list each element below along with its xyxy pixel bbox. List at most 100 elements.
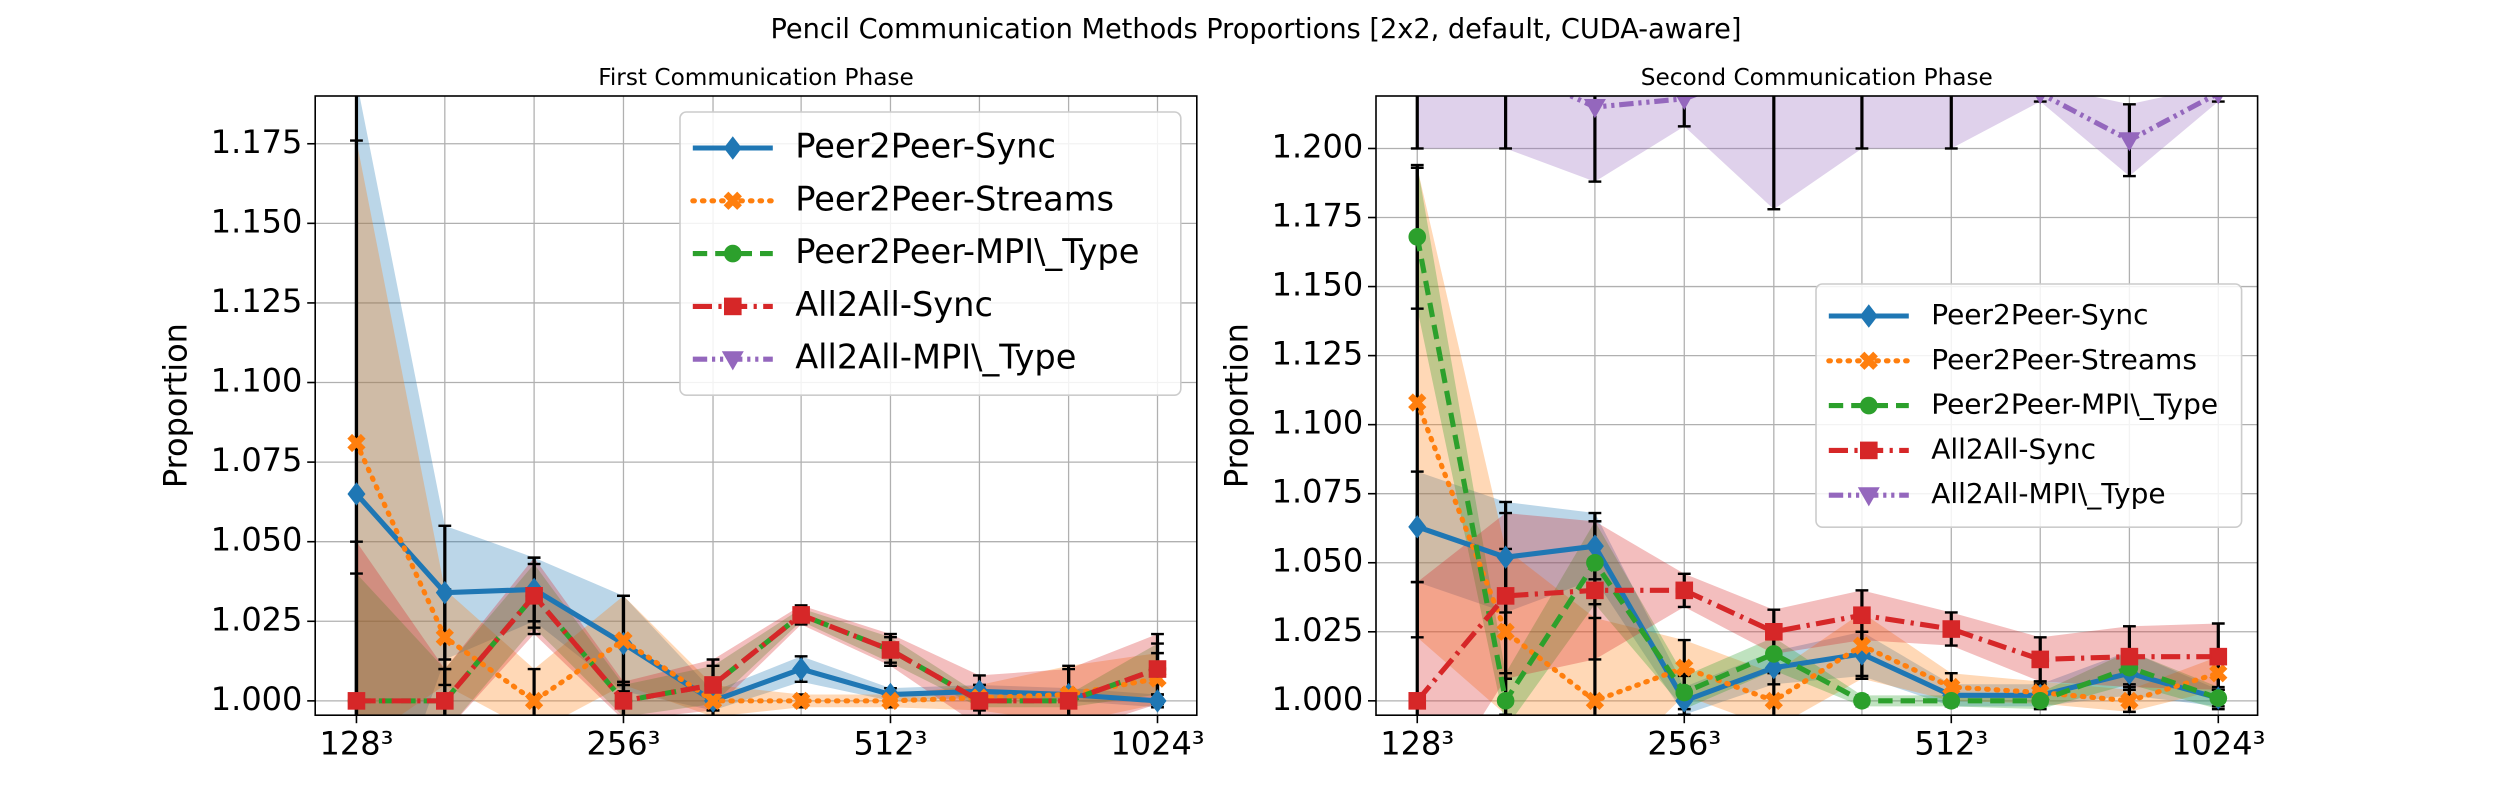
- y-tick-label: 1.000: [211, 680, 303, 718]
- marker: [1408, 228, 1427, 246]
- marker: [1942, 677, 1961, 697]
- x-tick-label: 1024³: [2171, 725, 2265, 763]
- plot-area: [347, 96, 1167, 716]
- y-tick-label: 1.175: [211, 123, 303, 161]
- marker: [2120, 647, 2139, 666]
- marker: [723, 136, 742, 160]
- marker: [881, 691, 900, 711]
- marker: [525, 587, 543, 605]
- axes-frame: [1375, 95, 2259, 716]
- marker: [1408, 692, 1427, 710]
- y-tick-label: 1.125: [1272, 335, 1364, 373]
- marker: [1860, 441, 1878, 460]
- y-tick-label: 1.175: [1272, 197, 1364, 235]
- marker: [347, 482, 366, 506]
- x-tick-label: 1024³: [1110, 725, 1204, 763]
- marker: [435, 580, 454, 605]
- y-tick-label: 1.050: [1272, 542, 1364, 580]
- x-tick-label: 512³: [854, 725, 928, 763]
- legend-box: [1815, 283, 2243, 528]
- marker: [1764, 691, 1783, 710]
- marker: [614, 692, 633, 710]
- legend-label: Peer2Peer-MPI\_Type: [795, 232, 1139, 271]
- series-line: [356, 591, 1159, 704]
- marker: [792, 657, 811, 681]
- marker: [2209, 689, 2228, 707]
- plot-area: [1408, 96, 2228, 716]
- marker: [1675, 581, 1694, 600]
- marker: [435, 628, 454, 647]
- series-line: [354, 492, 1158, 704]
- marker: [703, 691, 723, 711]
- error-band: [1417, 513, 2219, 716]
- marker: [1408, 393, 1427, 412]
- marker: [436, 692, 454, 710]
- marker: [1059, 692, 1078, 710]
- subplot: Second Communication Phase Proportion 1.00…: [1217, 64, 2265, 763]
- y-tick-label: 1.100: [1272, 404, 1364, 442]
- marker: [1496, 545, 1515, 569]
- marker: [1852, 636, 1872, 655]
- legend-label: All2All-MPI\_Type: [1931, 477, 2165, 510]
- marker: [2035, 96, 2046, 105]
- y-tick-label: 1.150: [1272, 266, 1364, 304]
- marker: [970, 692, 989, 710]
- series-line: [353, 440, 1161, 704]
- marker: [2213, 96, 2224, 105]
- x-tick-label: 256³: [587, 725, 661, 763]
- subplot: First Communication Phase Proportion 1.000…: [157, 64, 1205, 763]
- marker: [1496, 587, 1515, 605]
- marker: [721, 351, 744, 371]
- marker: [614, 631, 633, 650]
- y-tick-label: 1.050: [211, 521, 303, 559]
- subplot-title: Second Communication Phase: [1641, 64, 1993, 91]
- y-tick-label: 1.200: [1272, 127, 1364, 165]
- marker: [1942, 620, 1961, 638]
- y-axis-label: Proportion: [157, 323, 195, 488]
- marker: [1496, 692, 1515, 710]
- legend-label: All2All-MPI\_Type: [795, 338, 1076, 377]
- marker: [2209, 647, 2228, 666]
- marker: [1676, 96, 1693, 110]
- marker: [1764, 655, 1783, 680]
- marker: [1148, 660, 1167, 678]
- y-tick-label: 1.000: [1272, 680, 1364, 718]
- legend-label: All2All-Sync: [795, 285, 993, 324]
- figure-title: Pencil Communication Methods Proportions…: [770, 14, 1741, 45]
- marker: [2118, 132, 2141, 152]
- y-tick-label: 1.075: [1272, 473, 1364, 511]
- series-line: [1415, 587, 2219, 703]
- error-band: [356, 140, 1158, 716]
- marker: [2031, 692, 2050, 710]
- axes-frame: [314, 95, 1198, 716]
- marker: [723, 191, 742, 210]
- y-tick-label: 1.150: [211, 202, 303, 240]
- marker: [1853, 692, 1871, 710]
- marker: [2031, 650, 2050, 669]
- marker: [881, 641, 900, 659]
- marker: [1496, 622, 1515, 641]
- x-tick-label: 512³: [1914, 725, 1988, 763]
- marker: [1148, 689, 1167, 713]
- x-tick-label: 128³: [1380, 725, 1454, 763]
- error-band: [356, 96, 1158, 716]
- legend-label: Peer2Peer-Sync: [1931, 298, 2148, 331]
- marker: [791, 691, 811, 711]
- error-band: [1417, 96, 2219, 210]
- marker: [704, 676, 722, 694]
- error-band: [1417, 165, 2219, 716]
- marker: [1583, 99, 1606, 119]
- legend-label: Peer2Peer-Streams: [1931, 343, 2197, 376]
- marker: [1585, 691, 1605, 710]
- marker: [347, 692, 366, 710]
- marker: [1675, 683, 1694, 702]
- subplot-title: First Communication Phase: [598, 64, 914, 91]
- error-band: [356, 541, 1158, 716]
- marker: [1860, 396, 1878, 415]
- marker: [1675, 658, 1694, 677]
- y-tick-label: 1.075: [211, 441, 303, 479]
- marker: [1859, 304, 1878, 328]
- y-tick-label: 1.025: [211, 600, 303, 638]
- legend-label: Peer2Peer-MPI\_Type: [1931, 388, 2218, 421]
